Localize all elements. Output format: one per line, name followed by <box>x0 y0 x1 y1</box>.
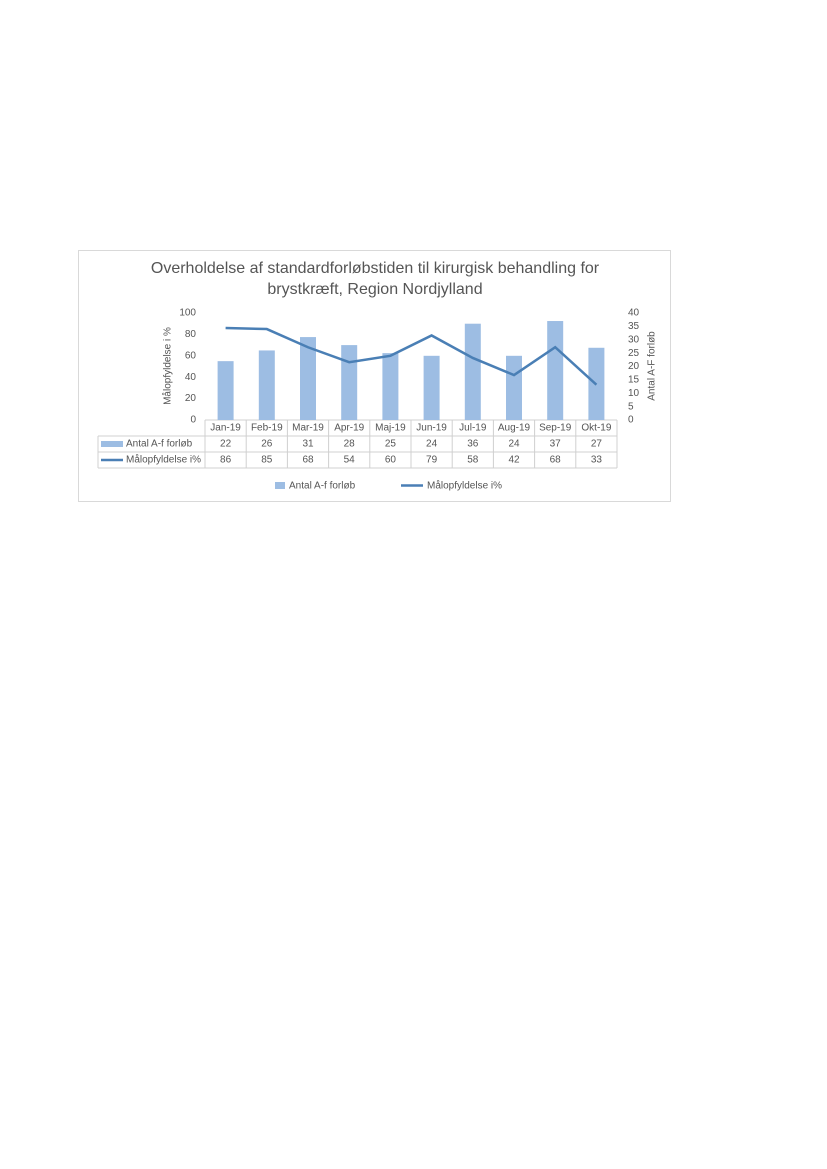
bar <box>423 355 440 420</box>
chart-title: Overholdelse af standardforløbstiden til… <box>150 260 600 298</box>
y2-tick-label: 10 <box>628 388 640 399</box>
y-tick-label: 0 <box>190 415 196 426</box>
y2-tick-label: 15 <box>628 375 640 386</box>
table-row-label: Antal A-f forløb <box>126 439 193 450</box>
legend-label: Målopfyldelse i% <box>427 480 502 492</box>
table-cell: 85 <box>261 455 273 466</box>
x-tick-label: Jun-19 <box>416 423 447 434</box>
x-tick-label: Okt-19 <box>581 423 611 434</box>
y2-tick-label: 0 <box>628 415 634 426</box>
legend-swatch <box>275 482 285 489</box>
y-tick-label: 100 <box>179 308 196 319</box>
table-cell: 27 <box>591 439 603 450</box>
table-cell: 79 <box>426 455 438 466</box>
x-tick-label: Maj-19 <box>375 423 406 434</box>
y-tick-label: 40 <box>185 372 197 383</box>
line-series <box>225 326 598 386</box>
table-swatch <box>101 441 123 447</box>
table-cell: 86 <box>220 455 232 466</box>
table-cell: 33 <box>591 455 603 466</box>
table-cell: 36 <box>467 439 479 450</box>
table-cell: 24 <box>508 439 520 450</box>
bar <box>506 355 522 420</box>
table-cell: 22 <box>220 439 232 450</box>
table-cell: 26 <box>261 439 273 450</box>
table-cell: 42 <box>508 455 520 466</box>
bar <box>341 345 358 420</box>
y2-axis-label: Antal A-F forløb <box>647 331 658 401</box>
table-cell: 28 <box>344 439 356 450</box>
x-tick-label: Feb-19 <box>251 423 283 434</box>
table-cell: 54 <box>344 455 356 466</box>
x-tick-label: Jan-19 <box>210 423 241 434</box>
table-cell: 31 <box>302 439 314 450</box>
legend-label: Antal A-f forløb <box>289 481 356 492</box>
bar <box>217 361 234 420</box>
y2-tick-label: 40 <box>628 308 640 319</box>
bar <box>382 353 399 420</box>
y2-tick-label: 25 <box>628 348 640 359</box>
bar <box>300 337 316 420</box>
x-tick-label: Aug-19 <box>498 423 531 434</box>
y2-tick-label: 35 <box>628 321 640 332</box>
y-tick-label: 80 <box>185 329 197 340</box>
x-tick-label: Jul-19 <box>459 423 487 434</box>
table-cell: 60 <box>385 455 397 466</box>
y2-tick-label: 20 <box>628 361 640 372</box>
table-cell: 68 <box>550 455 562 466</box>
table-cell: 58 <box>467 455 479 466</box>
y-tick-label: 20 <box>185 393 197 404</box>
bar <box>464 323 481 420</box>
table-cell: 37 <box>550 439 562 450</box>
y-tick-label: 60 <box>185 350 197 361</box>
y2-tick-label: 30 <box>628 334 640 345</box>
y2-tick-label: 5 <box>628 401 634 412</box>
table-cell: 25 <box>385 439 397 450</box>
table-row-label: Målopfyldelse i% <box>126 454 201 466</box>
y-axis-label: Målopfyldelse i % <box>162 327 174 405</box>
bar <box>547 321 564 420</box>
bar <box>258 350 275 420</box>
x-tick-label: Mar-19 <box>292 423 324 434</box>
chart-frame <box>78 250 671 502</box>
x-tick-label: Apr-19 <box>334 423 364 434</box>
table-cell: 68 <box>302 455 314 466</box>
x-tick-label: Sep-19 <box>539 423 572 434</box>
table-cell: 24 <box>426 439 438 450</box>
